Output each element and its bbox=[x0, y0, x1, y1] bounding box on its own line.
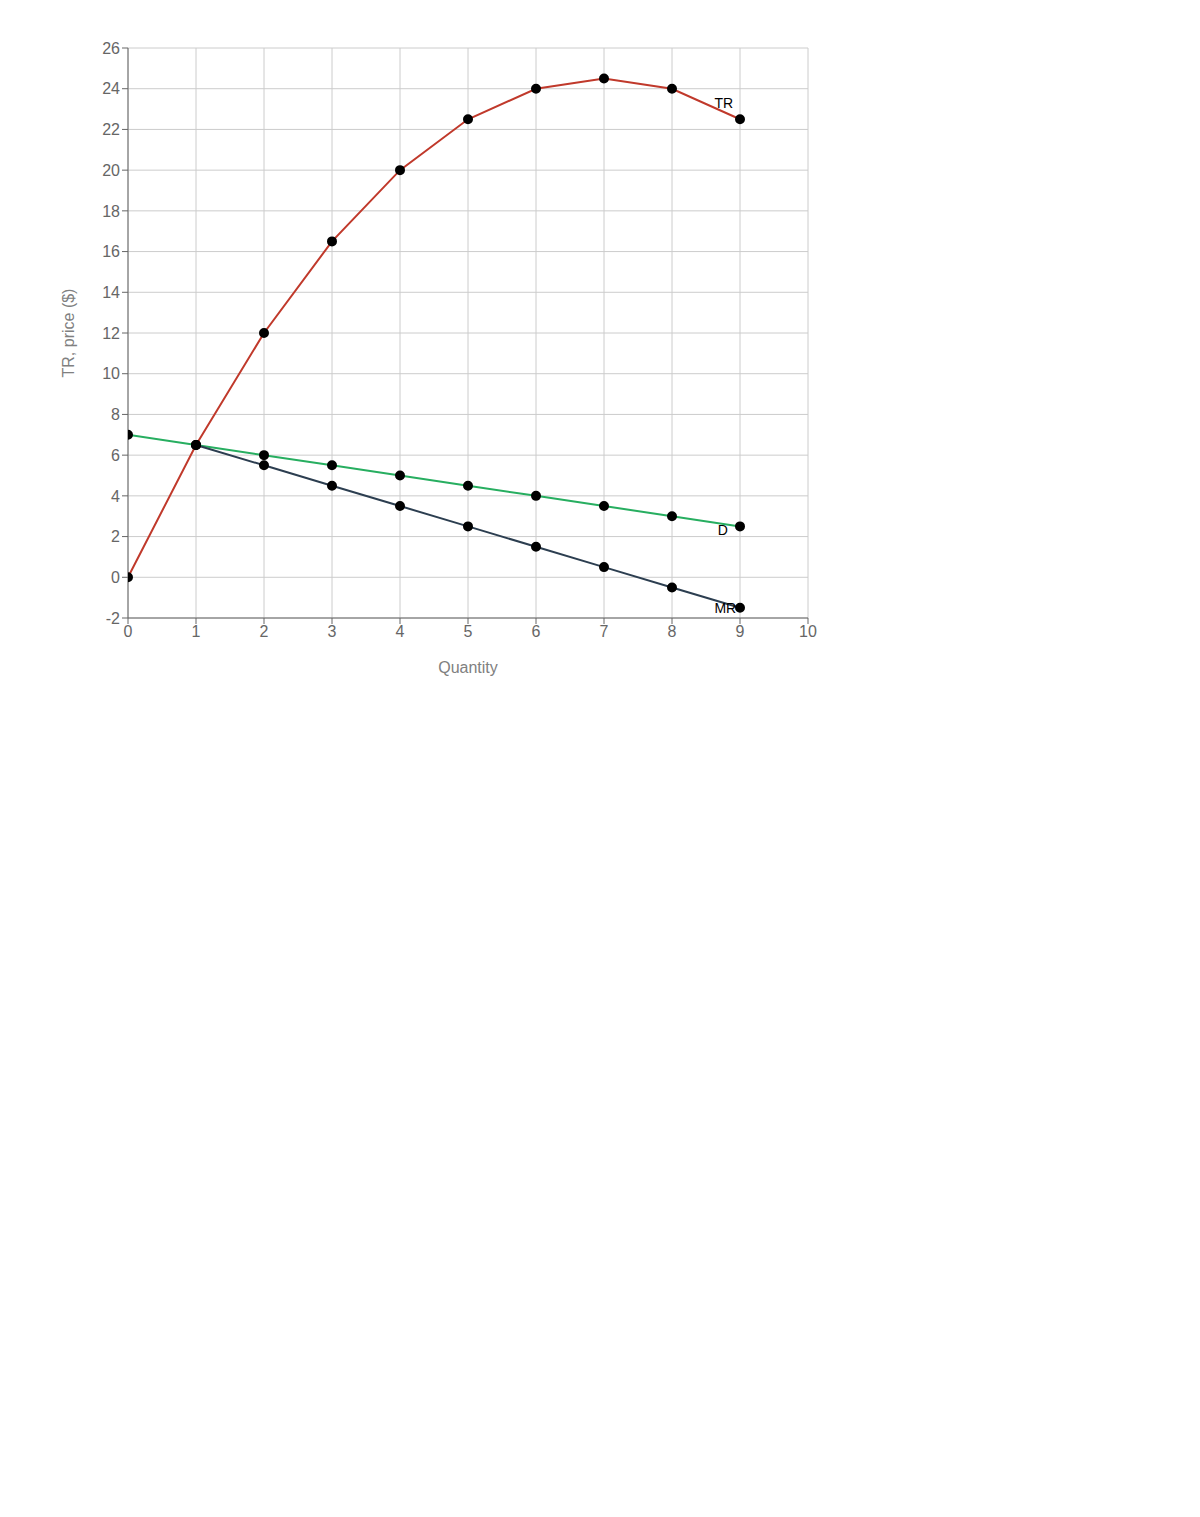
svg-text:22: 22 bbox=[102, 121, 120, 138]
svg-text:3: 3 bbox=[328, 623, 337, 640]
svg-text:4: 4 bbox=[111, 488, 120, 505]
svg-text:D: D bbox=[718, 522, 728, 538]
svg-text:2: 2 bbox=[260, 623, 269, 640]
svg-text:26: 26 bbox=[102, 40, 120, 57]
svg-text:12: 12 bbox=[102, 325, 120, 342]
svg-text:18: 18 bbox=[102, 203, 120, 220]
svg-text:20: 20 bbox=[102, 162, 120, 179]
svg-text:6: 6 bbox=[532, 623, 541, 640]
svg-text:8: 8 bbox=[111, 406, 120, 423]
svg-text:MR: MR bbox=[714, 600, 736, 616]
svg-text:5: 5 bbox=[464, 623, 473, 640]
svg-text:Quantity: Quantity bbox=[438, 659, 498, 676]
svg-text:2: 2 bbox=[111, 528, 120, 545]
svg-text:24: 24 bbox=[102, 80, 120, 97]
svg-text:4: 4 bbox=[396, 623, 405, 640]
svg-text:14: 14 bbox=[102, 284, 120, 301]
svg-text:1: 1 bbox=[192, 623, 201, 640]
svg-text:10: 10 bbox=[102, 365, 120, 382]
svg-text:TR: TR bbox=[714, 95, 733, 111]
svg-text:TR, price ($): TR, price ($) bbox=[60, 289, 77, 378]
svg-text:-2: -2 bbox=[106, 610, 120, 627]
svg-text:9: 9 bbox=[736, 623, 745, 640]
svg-text:6: 6 bbox=[111, 447, 120, 464]
svg-text:0: 0 bbox=[111, 569, 120, 586]
svg-text:7: 7 bbox=[600, 623, 609, 640]
svg-text:8: 8 bbox=[668, 623, 677, 640]
svg-text:0: 0 bbox=[124, 623, 133, 640]
svg-text:16: 16 bbox=[102, 243, 120, 260]
svg-text:10: 10 bbox=[799, 623, 817, 640]
